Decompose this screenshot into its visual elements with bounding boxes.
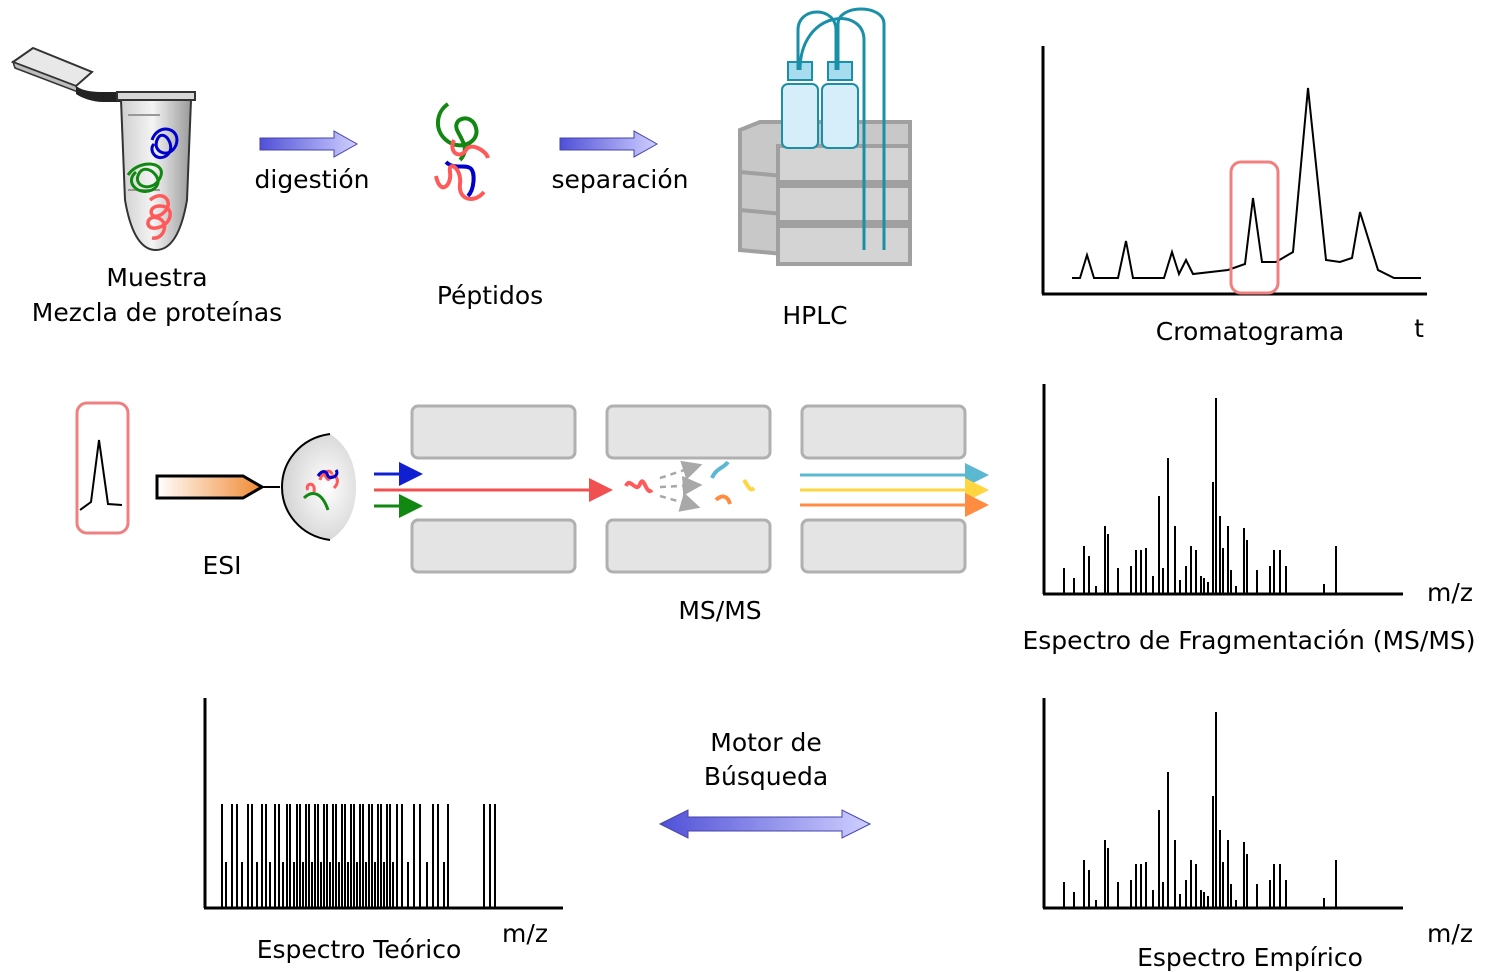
analyzer-plate-q3-top [800,404,967,460]
chromatogram-title: Cromatograma [1156,317,1344,346]
search-engine-double-arrow [658,809,872,839]
empirical-spectrum-title: Espectro Empírico [1137,943,1363,972]
analyzer-plate-q1-bottom [410,518,577,574]
fragmentation-spectrum-title: Espectro de Fragmentación (MS/MS) [1022,626,1475,655]
digestion-label: digestión [255,165,370,194]
theoretical-spectrum-title: Espectro Teórico [257,935,462,964]
chromatogram-trace [1072,87,1421,279]
sample-tube-icon [10,46,196,252]
separation-label: separación [551,165,688,194]
peptides-label: Péptidos [437,281,543,310]
digestion-arrow [259,130,359,158]
analyzer-plate-q3-bottom [800,518,967,574]
sample-label-line2: Mezcla de proteínas [32,298,282,327]
separation-arrow [559,130,659,158]
chromatogram-highlight-box [1229,160,1280,295]
peptides-icon [434,102,490,201]
mass-analyzer [410,404,967,574]
esi-icon [155,433,356,541]
empirical-spectrum-axis-label: m/z [1427,919,1473,948]
empirical-spectrum-chart [1042,698,1403,910]
fragment-beams [800,463,989,517]
chromatogram-axis-label: t [1414,314,1424,343]
search-engine-label-line1: Motor de [710,728,821,757]
analyzer-plate-q2-bottom [605,518,772,574]
chromatogram-chart [1041,46,1427,296]
analyzer-plate-q1-top [410,404,577,460]
esi-label: ESI [202,551,241,580]
sample-label-line1: Muestra [106,263,207,292]
theoretical-spectrum-chart [203,698,563,910]
hplc-icon [738,7,912,267]
theoretical-spectrum-axis-label: m/z [502,919,548,948]
msms-label: MS/MS [678,596,761,625]
ion-beams [374,462,613,518]
search-engine-label-line2: Búsqueda [704,762,828,791]
fragmentation-spectrum-chart [1042,384,1403,596]
fragmentation-spectrum-axis-label: m/z [1427,578,1473,607]
hplc-label: HPLC [782,301,847,330]
fragmentation-icon [624,460,756,512]
selected-peak-icon [75,401,130,535]
analyzer-plate-q2-top [605,404,772,460]
